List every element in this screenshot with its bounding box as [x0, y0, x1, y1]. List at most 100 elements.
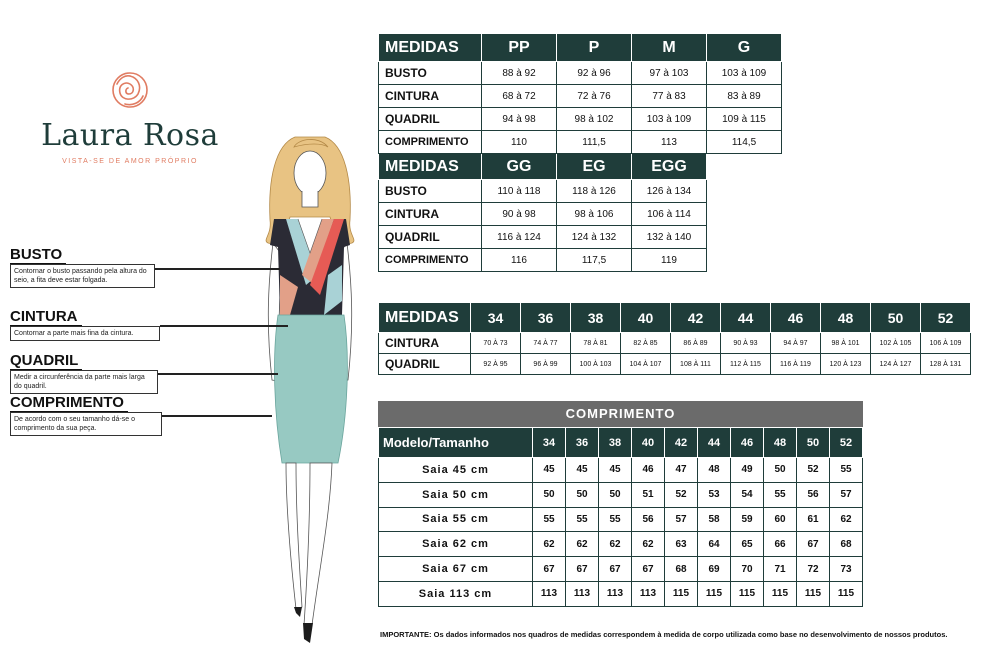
row-label: BUSTO: [378, 179, 482, 203]
table-cell: 112 À 115: [720, 353, 771, 375]
table-cell: 88 à 92: [481, 61, 557, 85]
table-cell: 55: [598, 506, 632, 533]
table-cell: 116: [481, 248, 557, 272]
header-label: MEDIDAS: [378, 153, 482, 180]
table-cell: 115: [796, 580, 830, 607]
table-header-row: MEDIDAS GG EG EGG: [378, 153, 782, 180]
table-row: CINTURA 70 À 73 74 À 77 78 À 81 82 À 85 …: [378, 332, 971, 354]
table-cell: 90 à 98: [481, 202, 557, 226]
table-cell: 86 À 89: [670, 332, 721, 354]
row-label: Saia 62 cm: [378, 531, 533, 558]
table-header-row: MEDIDAS PP P M G: [378, 33, 782, 62]
table-cell: 52: [796, 457, 830, 483]
table-row: Saia 55 cm 55 55 55 56 57 58 59 60 61 62: [378, 506, 863, 533]
table-cell: 55: [829, 457, 863, 483]
empty-cell: [707, 180, 782, 203]
brand-logo: Laura Rosa VISTA-SE DE AMOR PRÓPRIO: [40, 68, 220, 178]
row-label: Saia 55 cm: [378, 506, 533, 533]
table-cell: 61: [796, 506, 830, 533]
row-label: Saia 50 cm: [378, 481, 533, 508]
table-cell: 100 À 103: [570, 353, 621, 375]
table-row: QUADRIL 94 à 98 98 à 102 103 à 109 109 à…: [378, 107, 782, 131]
table-cell: 108 À 111: [670, 353, 721, 375]
length-table-section: COMPRIMENTO Modelo/Tamanho 34 36 38 40 4…: [378, 401, 863, 607]
guide-busto-title: BUSTO: [10, 247, 67, 264]
table-cell: 97 à 103: [631, 61, 707, 85]
guide-cintura-desc: Contornar a parte mais fina da cintura.: [10, 326, 160, 341]
table-cell: 132 à 140: [631, 225, 707, 249]
table-row: COMPRIMENTO 110 111,5 113 114,5: [378, 130, 782, 154]
size-header: 48: [763, 427, 797, 458]
table-cell: 92 à 96: [556, 61, 632, 85]
table-row: Saia 62 cm 62 62 62 62 63 64 65 66 67 68: [378, 531, 863, 558]
size-header: 44: [697, 427, 731, 458]
brand-tagline: VISTA-SE DE AMOR PRÓPRIO: [62, 158, 198, 165]
table-cell: 45: [565, 457, 599, 483]
table-cell: 77 à 83: [631, 84, 707, 108]
table-cell: 72: [796, 556, 830, 582]
size-header: 42: [664, 427, 698, 458]
table-cell: 118 à 126: [556, 179, 632, 203]
table-row: BUSTO 110 à 118 118 à 126 126 à 134: [378, 179, 782, 203]
table-cell: 51: [631, 481, 665, 508]
busto-leader-line: [150, 268, 280, 270]
table-cell: 48: [697, 457, 731, 483]
table-cell: 71: [763, 556, 797, 582]
table-cell: 115: [664, 580, 698, 607]
table-cell: 70 À 73: [470, 332, 521, 354]
table-cell: 124 à 132: [556, 225, 632, 249]
table-cell: 120 À 123: [820, 353, 871, 375]
table-cell: 53: [697, 481, 731, 508]
header-label: Modelo/Tamanho: [378, 427, 533, 458]
table-cell: 67: [598, 556, 632, 582]
table-cell: 113: [565, 580, 599, 607]
size-header: 50: [870, 302, 921, 333]
table-cell: 126 à 134: [631, 179, 707, 203]
length-table-title: COMPRIMENTO: [378, 401, 863, 427]
table-cell: 59: [730, 506, 764, 533]
table-cell: 98 À 101: [820, 332, 871, 354]
length-table-body: Saia 45 cm 45 45 45 46 47 48 49 50 52 55 Saia 50 cm…: [378, 457, 863, 607]
size-header: 36: [520, 302, 571, 333]
table-row: CINTURA 68 à 72 72 à 76 77 à 83 83 à 89: [378, 84, 782, 108]
rose-icon: [112, 72, 148, 108]
table-cell: 62: [631, 531, 665, 558]
size-header: 34: [532, 427, 566, 458]
table-cell: 62: [598, 531, 632, 558]
table-cell: 50: [598, 481, 632, 508]
letter-size-table: MEDIDAS PP P M G BUSTO 88 à 92 92 à 96 9…: [378, 33, 782, 272]
table-cell: 106 à 114: [631, 202, 707, 226]
table-cell: 55: [565, 506, 599, 533]
size-header: EGG: [631, 153, 707, 180]
table-cell: 50: [532, 481, 566, 508]
table-row: CINTURA 90 à 98 98 à 106 106 à 114: [378, 202, 782, 226]
row-label: COMPRIMENTO: [378, 248, 482, 272]
size-header: 52: [829, 427, 863, 458]
table-cell: 82 À 85: [620, 332, 671, 354]
table-cell: 98 à 106: [556, 202, 632, 226]
size-header: 46: [730, 427, 764, 458]
table-cell: 62: [532, 531, 566, 558]
table-row: Saia 67 cm 67 67 67 67 68 69 70 71 72 73: [378, 556, 863, 582]
table-cell: 55: [763, 481, 797, 508]
table-row: QUADRIL 116 à 124 124 à 132 132 à 140: [378, 225, 782, 249]
size-header: G: [706, 33, 782, 62]
size-header: 44: [720, 302, 771, 333]
header-label: MEDIDAS: [378, 33, 482, 62]
row-label: QUADRIL: [378, 225, 482, 249]
empty-cell: [707, 226, 782, 249]
table-cell: 92 À 95: [470, 353, 521, 375]
table-cell: 116 à 124: [481, 225, 557, 249]
empty-cell: [707, 249, 782, 272]
size-header: 50: [796, 427, 830, 458]
guide-cintura: CINTURA Contornar a parte mais fina da c…: [10, 308, 160, 341]
table-cell: 52: [664, 481, 698, 508]
table-cell: 90 À 93: [720, 332, 771, 354]
table-cell: 109 à 115: [706, 107, 782, 131]
table-cell: 63: [664, 531, 698, 558]
size-header: 36: [565, 427, 599, 458]
table-cell: 96 À 99: [520, 353, 571, 375]
table-cell: 113: [532, 580, 566, 607]
table-header-row: Modelo/Tamanho 34 36 38 40 42 44 46 48 5…: [378, 427, 863, 458]
table-cell: 115: [829, 580, 863, 607]
